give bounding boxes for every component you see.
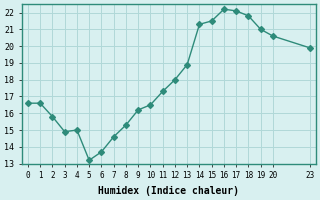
X-axis label: Humidex (Indice chaleur): Humidex (Indice chaleur)	[98, 186, 239, 196]
